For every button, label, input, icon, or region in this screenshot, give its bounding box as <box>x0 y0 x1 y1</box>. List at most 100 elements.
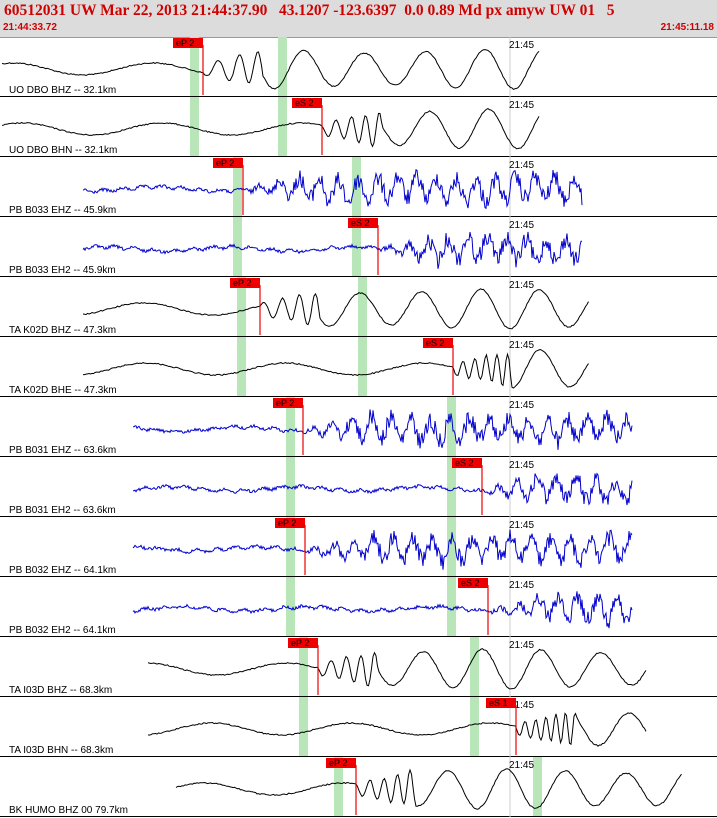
s-window-highlight <box>447 457 456 517</box>
minute-label: 21:45 <box>509 700 534 711</box>
station-label: TA K02D BHE -- 47.3km <box>9 385 117 396</box>
s-window-highlight <box>470 637 479 697</box>
minute-label: 21:45 <box>509 220 534 231</box>
pick-label: eS 2 <box>461 578 480 588</box>
pick-flag[interactable] <box>273 398 303 408</box>
p-window-highlight <box>286 517 295 577</box>
s-window-highlight <box>470 697 479 757</box>
trace-row[interactable]: 21:45 eS 2 PB B031 EH2 -- 63.6km <box>0 457 717 517</box>
pick-label: eP 2 <box>276 398 294 408</box>
waveform-trace <box>82 231 583 269</box>
minute-label: 21:45 <box>509 580 534 591</box>
minute-label: 21:45 <box>509 100 534 111</box>
s-window-highlight <box>447 577 456 637</box>
time-start-label: 21:44:33.72 <box>3 22 57 33</box>
waveform-trace <box>133 409 633 450</box>
station-label: TA I03D BHN -- 68.3km <box>9 745 113 756</box>
minute-label: 21:45 <box>509 520 534 531</box>
pick-label: eP 2 <box>216 158 234 168</box>
waveform-trace <box>1 108 540 150</box>
waveform-trace <box>82 169 583 210</box>
p-window-highlight <box>286 397 295 457</box>
pick-label: eP 2 <box>329 758 347 768</box>
station-label: TA I03D BHZ -- 68.3km <box>9 685 112 696</box>
pick-flag[interactable] <box>288 638 318 648</box>
pick-label: eS 2 <box>295 98 314 108</box>
p-window-highlight <box>299 697 308 757</box>
s-window-highlight <box>278 97 287 157</box>
minute-label: 21:45 <box>509 640 534 651</box>
pick-flag[interactable] <box>275 518 305 528</box>
trace-row[interactable]: 21:45 eP 2 PB B032 EHZ -- 64.1km <box>0 517 717 577</box>
pick-flag[interactable] <box>348 218 378 228</box>
pick-label: eS 2 <box>426 338 445 348</box>
trace-row[interactable]: 21:45 eP 2 UO DBO BHZ -- 32.1km <box>0 37 717 97</box>
pick-label: eS 2 <box>455 458 474 468</box>
pick-flag[interactable] <box>452 458 482 468</box>
trace-row[interactable]: 21:45 eP 2 TA I03D BHZ -- 68.3km <box>0 637 717 697</box>
p-window-highlight <box>334 757 343 817</box>
trace-row[interactable]: 21:45 eP 2 PB B033 EHZ -- 45.9km <box>0 157 717 217</box>
station-label: PB B031 EH2 -- 63.6km <box>9 505 116 516</box>
trace-row[interactable]: 21:45 eP 2 BK HUMO BHZ 00 79.7km <box>0 757 717 817</box>
pick-label: eP 2 <box>278 518 296 528</box>
p-window-highlight <box>190 97 199 157</box>
s-window-highlight <box>447 517 456 577</box>
seismogram-panel[interactable]: 21:45 eP 2 UO DBO BHZ -- 32.1km 21:45 eS 2 UO… <box>0 37 717 818</box>
waveform-trace <box>132 591 633 629</box>
waveform-trace <box>83 348 589 389</box>
minute-label: 21:45 <box>509 160 534 171</box>
pick-flag[interactable] <box>326 758 356 768</box>
station-label: UO DBO BHZ -- 32.1km <box>9 85 116 96</box>
trace-row[interactable]: 21:45 eP 2 PB B031 EHZ -- 63.6km <box>0 397 717 457</box>
waveform-trace <box>132 529 633 570</box>
minute-label: 21:45 <box>509 280 534 291</box>
trace-row[interactable]: 21:45 eS 2 PB B032 EH2 -- 64.1km <box>0 577 717 637</box>
s-window-highlight <box>278 37 287 97</box>
pick-flag[interactable] <box>292 98 322 108</box>
station-label: PB B033 EHZ -- 45.9km <box>9 205 116 216</box>
p-window-highlight <box>233 157 242 217</box>
waveform-trace <box>1 49 540 91</box>
pick-flag[interactable] <box>213 158 243 168</box>
pick-label: eS 2 <box>351 218 370 228</box>
station-label: PB B032 EHZ -- 64.1km <box>9 565 116 576</box>
header-bar: 60512031 UW Mar 22, 2013 21:44:37.90 43.… <box>0 0 717 38</box>
p-window-highlight <box>237 337 246 397</box>
s-window-highlight <box>358 277 367 337</box>
pick-flag[interactable] <box>230 278 260 288</box>
pick-label: eS 1 <box>489 698 508 708</box>
p-window-highlight <box>286 457 295 517</box>
minute-label: 21:45 <box>509 340 534 351</box>
waveform-trace <box>175 768 682 810</box>
minute-label: 21:45 <box>509 40 534 51</box>
pick-flag[interactable] <box>458 578 488 588</box>
minute-label: 21:45 <box>509 460 534 471</box>
s-window-highlight <box>533 757 542 817</box>
trace-row[interactable]: 21:45 eS 2 PB B033 EH2 -- 45.9km <box>0 217 717 277</box>
event-title: 60512031 UW Mar 22, 2013 21:44:37.90 43.… <box>4 2 615 19</box>
pick-label: eP 2 <box>176 38 194 48</box>
p-window-highlight <box>237 277 246 337</box>
pick-label: eP 2 <box>233 278 251 288</box>
waveform-trace <box>82 288 589 330</box>
p-window-highlight <box>286 577 295 637</box>
waveform-trace <box>147 712 647 747</box>
minute-label: 21:45 <box>509 400 534 411</box>
trace-row[interactable]: 21:45 eS 2 UO DBO BHN -- 32.1km <box>0 97 717 157</box>
s-window-highlight <box>447 397 456 457</box>
pick-flag[interactable] <box>486 698 516 708</box>
p-window-highlight <box>190 37 199 97</box>
p-window-highlight <box>299 637 308 697</box>
station-label: TA K02D BHZ -- 47.3km <box>9 325 116 336</box>
time-end-label: 21:45:11.18 <box>660 22 714 33</box>
station-label: PB B031 EHZ -- 63.6km <box>9 445 116 456</box>
pick-flag[interactable] <box>173 38 203 48</box>
waveform-trace <box>133 472 633 506</box>
s-window-highlight <box>358 337 367 397</box>
station-label: BK HUMO BHZ 00 79.7km <box>9 805 128 816</box>
trace-row[interactable]: 21:45 eS 2 TA K02D BHE -- 47.3km <box>0 337 717 397</box>
trace-row[interactable]: 21:45 eP 2 TA K02D BHZ -- 47.3km <box>0 277 717 337</box>
pick-flag[interactable] <box>423 338 453 348</box>
